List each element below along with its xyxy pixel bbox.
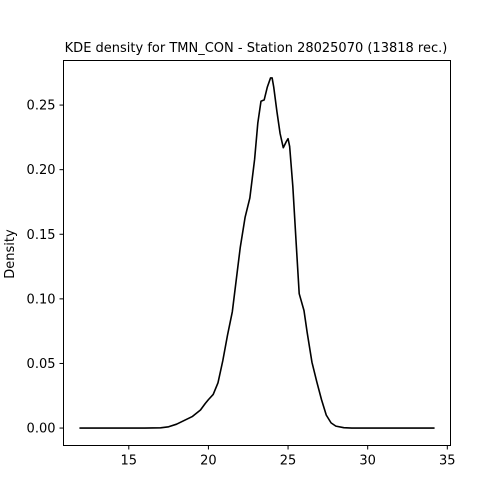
kde-density-line [79, 77, 435, 429]
y-tick-label: 0.15 [27, 228, 56, 243]
x-tick-label: 25 [280, 454, 297, 469]
chart-title: KDE density for TMN_CON - Station 280250… [65, 41, 448, 56]
y-tick-label: 0.25 [27, 99, 56, 114]
y-axis-label: Density [3, 229, 18, 279]
plot-area: 15 20 25 30 35 0.00 0.05 0.10 0.15 0.20 0.25 [27, 77, 456, 469]
y-tick-label: 0.20 [27, 163, 56, 178]
x-tick-label: 15 [121, 454, 138, 469]
x-tick-label: 35 [439, 454, 456, 469]
x-tick-label: 20 [200, 454, 217, 469]
x-tick-label: 30 [359, 454, 376, 469]
axes-frame [63, 60, 451, 446]
y-tick-label: 0.05 [27, 357, 56, 372]
y-tick-label: 0.10 [27, 292, 56, 307]
y-tick-label: 0.00 [27, 422, 56, 437]
